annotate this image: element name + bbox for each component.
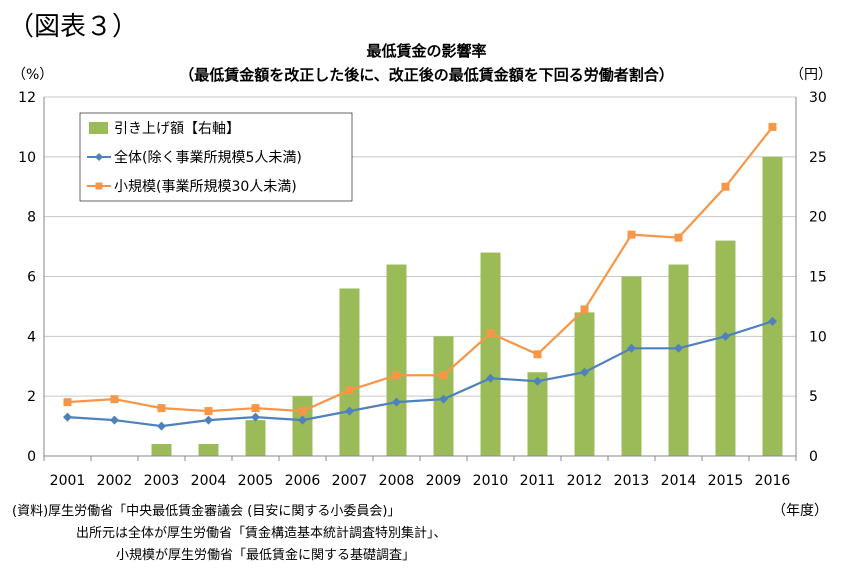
- point-overall: [157, 421, 166, 431]
- x-unit-label: （年度）: [772, 503, 828, 519]
- x-tick-label: 2005: [238, 473, 274, 489]
- x-tick-label: 2012: [567, 473, 603, 489]
- x-tick-label: 2011: [520, 473, 556, 489]
- point-small: [486, 329, 495, 338]
- point-small: [627, 230, 636, 239]
- point-overall: [580, 367, 589, 377]
- bar: [151, 444, 172, 456]
- legend-marker-small: [95, 182, 103, 190]
- point-overall: [533, 376, 542, 386]
- x-tick-label: 2008: [379, 473, 415, 489]
- bar: [480, 252, 501, 456]
- bar: [527, 372, 548, 456]
- y-right-tick-label: 0: [809, 449, 818, 465]
- y-right-tick-label: 25: [809, 150, 827, 166]
- chart-subtitle: （最低賃金額を改正した後に、改正後の最低賃金額を下回る労働者割合）: [179, 66, 674, 84]
- point-overall: [486, 373, 495, 383]
- bar: [339, 288, 360, 456]
- point-overall: [721, 331, 730, 341]
- x-tick-label: 2007: [332, 473, 368, 489]
- source-note-line-2: 出所元は全体が厚生労働省「賃金構造基本統計調査特別集計」、: [76, 526, 447, 541]
- point-overall: [768, 316, 777, 326]
- y-right-unit-label: （円）: [790, 67, 832, 83]
- y-right-tick-label: 20: [809, 210, 827, 226]
- legend-box: [79, 112, 353, 202]
- line-overall: [67, 320, 773, 428]
- y-left-tick-label: 10: [18, 150, 36, 166]
- bar: [621, 276, 642, 456]
- bar: [668, 264, 689, 456]
- y-right-tick-label: 30: [809, 90, 827, 106]
- x-tick-label: 2002: [97, 473, 133, 489]
- point-small: [674, 233, 683, 242]
- point-small: [533, 350, 542, 359]
- point-small: [110, 395, 119, 404]
- point-overall: [63, 412, 72, 422]
- x-tick-label: 2015: [708, 473, 744, 489]
- y-left-tick-label: 8: [27, 210, 36, 226]
- line-small: [67, 126, 774, 413]
- point-overall: [110, 415, 119, 425]
- line-series: [63, 122, 777, 431]
- point-overall: [674, 343, 683, 353]
- legend-label-bar: 引き上げ額【右軸】: [114, 121, 240, 137]
- x-tick-label: 2003: [144, 473, 180, 489]
- legend-bar-swatch: [89, 122, 108, 134]
- legend: 引き上げ額【右軸】 全体(除く事業所規模5人未満) 小規模(事業所規模30人未満…: [79, 112, 353, 202]
- bar: [198, 444, 219, 456]
- point-overall: [204, 415, 213, 425]
- chart-title: 最低賃金の影響率: [366, 42, 487, 60]
- point-small: [204, 407, 213, 416]
- point-overall: [251, 412, 260, 422]
- x-tick-label: 2004: [191, 473, 227, 489]
- figure-label: （図表３）: [8, 12, 139, 42]
- point-overall: [345, 406, 354, 416]
- y-right-tick-label: 10: [809, 329, 827, 345]
- point-overall: [298, 415, 307, 425]
- point-small: [392, 371, 401, 380]
- y-left-tick-label: 6: [27, 270, 36, 286]
- point-small: [439, 371, 448, 380]
- axes: 0 2 4 6 8 10 12 0 5 10 15 20 25 30 2001 2002 2003 2004 200…: [18, 90, 827, 489]
- point-small: [63, 398, 72, 407]
- y-left-unit-label: （%）: [12, 67, 54, 83]
- bar: [762, 156, 783, 457]
- point-small: [345, 386, 354, 395]
- y-right-tick-label: 15: [809, 270, 827, 286]
- x-tick-label: 2009: [426, 473, 462, 489]
- source-note-line-3: 小規模が厚生労働省「最低賃金に関する基礎調査」: [116, 548, 416, 563]
- point-small: [768, 122, 777, 131]
- point-overall: [439, 394, 448, 404]
- point-small: [721, 182, 730, 191]
- point-small: [157, 404, 166, 413]
- x-tick-label: 2014: [661, 473, 697, 489]
- bar-series: [151, 156, 783, 457]
- x-tick-label: 2001: [50, 473, 86, 489]
- y-left-tick-label: 12: [18, 90, 36, 106]
- legend-marker-overall: [95, 153, 103, 161]
- y-left-tick-label: 2: [27, 389, 36, 405]
- source-note-line-1: (資料)厚生労働省「中央最低賃金審議会 (目安に関する小委員会)」: [12, 504, 401, 519]
- legend-label-overall: 全体(除く事業所規模5人未満): [114, 149, 302, 166]
- point-overall: [392, 397, 401, 407]
- x-tick-label: 2016: [755, 473, 791, 489]
- bar: [574, 312, 595, 456]
- x-tick-label: 2010: [473, 473, 509, 489]
- point-small: [251, 404, 260, 413]
- x-tick-label: 2013: [614, 473, 650, 489]
- bar: [245, 420, 266, 456]
- point-small: [298, 407, 307, 416]
- point-small: [580, 305, 589, 314]
- bar: [292, 396, 313, 456]
- bar: [715, 240, 736, 456]
- legend-label-small: 小規模(事業所規模30人未満): [114, 179, 297, 195]
- y-left-tick-label: 0: [27, 449, 36, 465]
- point-overall: [627, 343, 636, 353]
- y-left-tick-label: 4: [27, 329, 36, 345]
- bar: [386, 264, 407, 456]
- y-right-tick-label: 5: [809, 389, 818, 405]
- x-tick-label: 2006: [285, 473, 321, 489]
